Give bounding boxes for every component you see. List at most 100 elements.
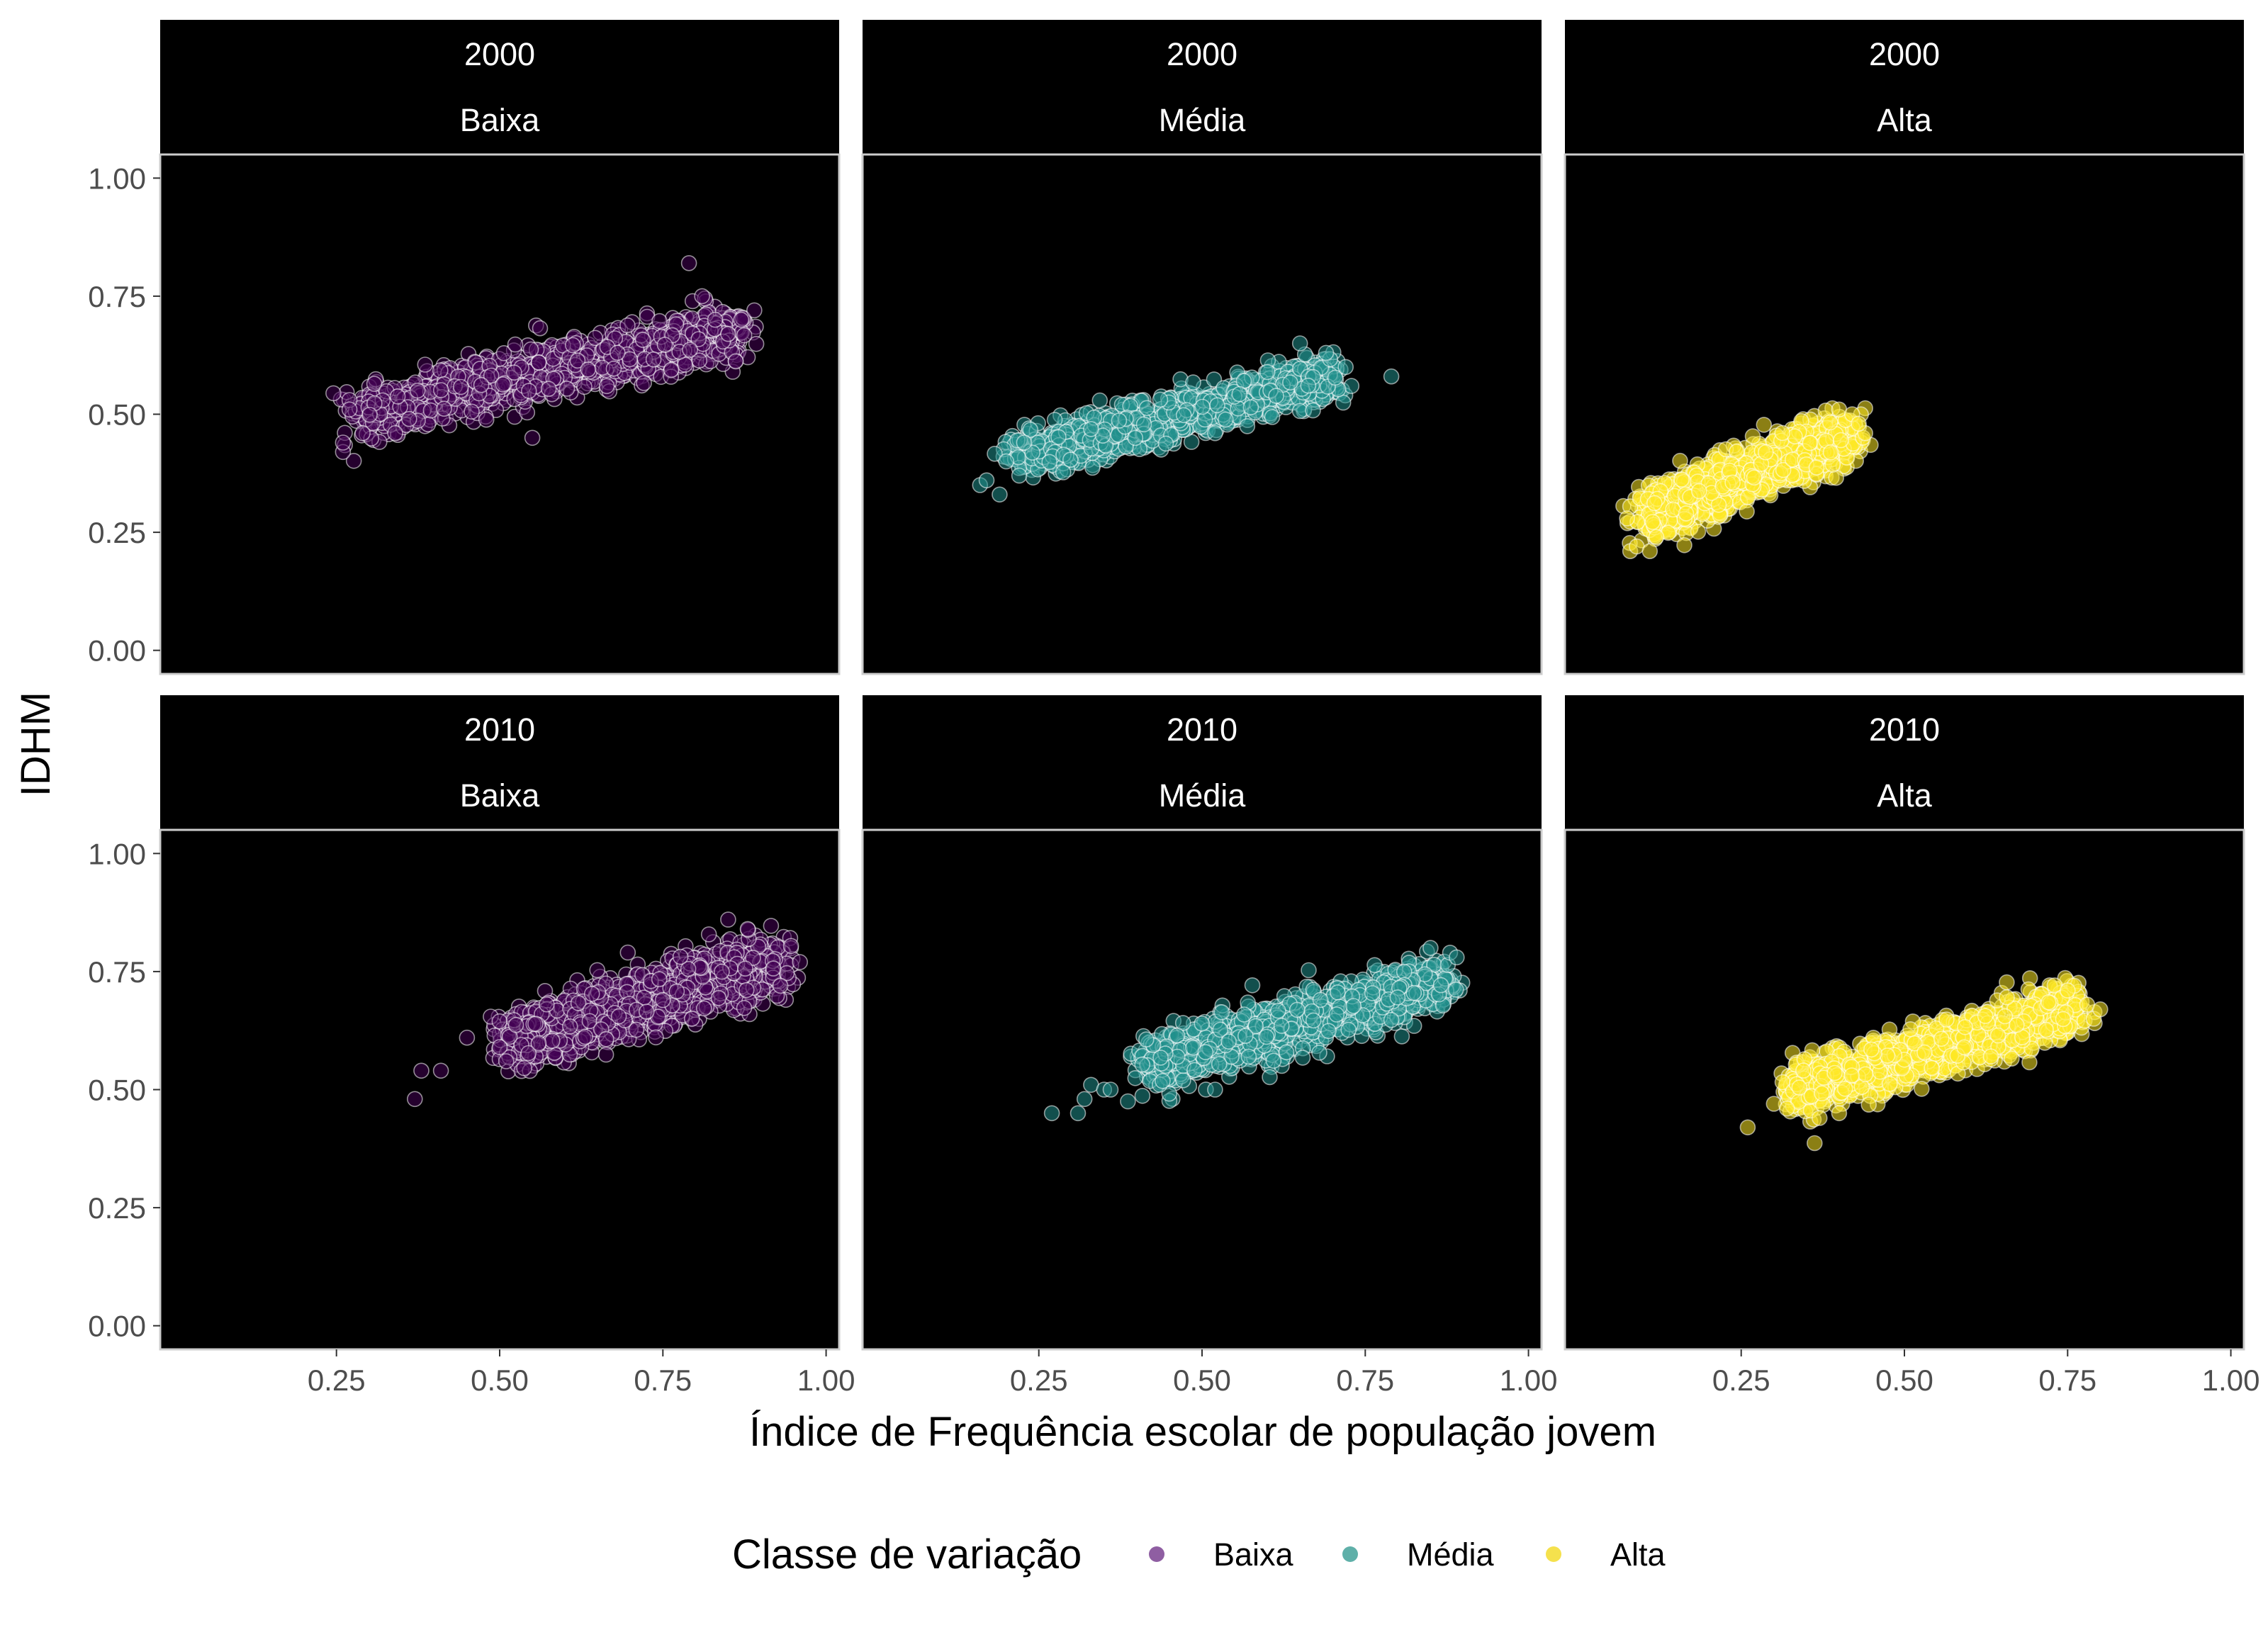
strip-label-year: 2000 [1167,36,1237,72]
data-point [1111,412,1128,429]
data-point [1802,434,1818,451]
data-point [1335,394,1352,411]
data-point [1739,503,1755,520]
data-point [1091,392,1108,409]
data-point [532,320,549,337]
data-point [1691,483,1707,500]
data-point [1337,359,1354,376]
data-point [656,337,673,353]
data-point [690,331,707,347]
data-point [619,317,636,334]
data-point [1775,461,1792,478]
data-point [1050,429,1067,446]
data-point [978,472,995,489]
points-group [1615,400,1879,560]
data-point [987,445,1003,462]
data-point [495,344,512,361]
data-point [354,425,371,442]
strip-label-year: 2000 [1869,36,1940,72]
data-point [1648,529,1665,546]
data-point [748,335,765,352]
data-point [495,376,512,393]
data-point [1209,397,1225,414]
data-point [569,352,586,369]
points-group [406,911,808,1108]
data-point [1808,459,1825,476]
data-point [1231,386,1248,403]
data-point [1022,422,1039,438]
y-tick-label: 0.50 [88,398,146,432]
data-point [1055,464,1072,480]
data-point [1291,335,1308,352]
data-point [1821,414,1838,431]
data-point [506,364,522,381]
data-point [1218,411,1234,428]
data-point [580,361,597,378]
data-point [422,402,439,419]
data-point [522,341,539,358]
data-point [1833,432,1849,449]
y-tick-label: 0.75 [88,280,146,313]
data-point [1300,377,1317,394]
data-point [663,361,680,378]
data-point [707,311,724,328]
data-point [1282,374,1298,391]
data-point [417,356,434,373]
data-point [325,385,342,402]
data-point [1016,434,1033,451]
data-point [1175,407,1192,424]
data-point [409,382,426,399]
data-point [432,362,449,378]
data-point [1646,495,1663,512]
data-point [1242,399,1259,416]
data-point [636,375,652,391]
facet-strip [863,20,1542,154]
data-point [1619,510,1635,527]
data-point [1828,469,1844,486]
data-point [1135,416,1152,433]
strip-label-year: 2000 [464,36,535,72]
data-point [1678,505,1695,522]
data-point [1083,421,1099,437]
data-point [1157,435,1174,452]
data-point [1641,543,1658,560]
strip-label-class: Alta [1877,102,1933,138]
data-point [432,382,449,398]
data-point [366,376,383,392]
data-point [733,311,750,328]
data-point [1744,428,1761,444]
facet-panel: 2000 Alta [1564,20,2245,675]
data-point [1138,400,1155,417]
data-point [478,411,495,428]
data-point [483,367,500,384]
points-group [972,335,1400,503]
data-point [992,486,1008,503]
data-point [387,425,403,442]
data-point [727,353,744,370]
data-point [1822,444,1839,461]
data-point [1676,536,1692,553]
data-point [736,327,753,344]
data-point [1305,402,1321,419]
data-point [520,383,537,399]
data-point [1318,344,1335,361]
data-point [400,410,417,427]
data-point [1084,459,1101,476]
data-point [1327,369,1344,386]
facet-strip [160,20,839,154]
data-point [998,453,1014,470]
data-point [1672,452,1688,469]
data-point [680,254,697,271]
data-point [576,378,593,395]
y-tick-label: 1.00 [88,162,146,195]
data-point [540,381,557,398]
data-point [694,288,710,305]
y-tick-label: 0.25 [88,516,146,549]
data-point [1756,417,1773,433]
data-point [1239,418,1256,434]
y-tick-label: 0.00 [88,634,146,668]
